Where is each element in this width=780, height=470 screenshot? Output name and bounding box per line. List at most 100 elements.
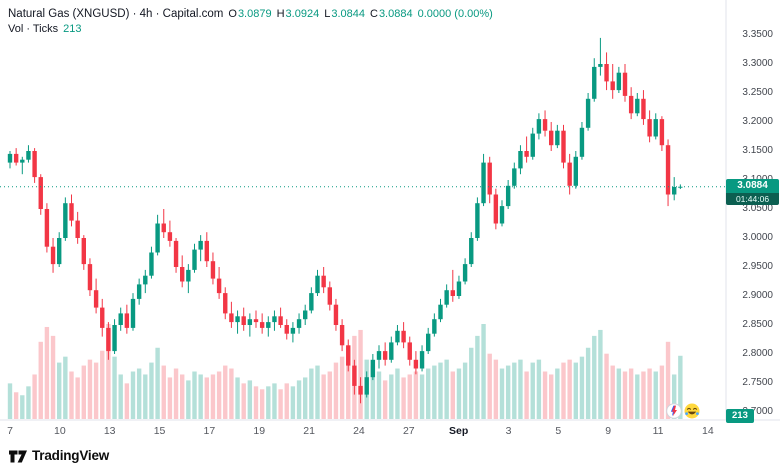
candle-body xyxy=(610,81,615,91)
volume-bar xyxy=(462,362,468,419)
volume-bar xyxy=(7,383,13,420)
time-axis[interactable]: 7 10 13 15 17 19 21 24 27 Sep 3 5 9 11 14 xyxy=(0,420,780,438)
volume-bar xyxy=(524,371,529,419)
candle-body xyxy=(364,377,369,395)
candle-body xyxy=(573,156,578,186)
candle-body xyxy=(376,351,382,360)
time-axis-label: 5 xyxy=(555,425,562,437)
candle-body xyxy=(198,240,203,250)
volume-bar xyxy=(678,355,683,419)
price-axis-label: 3.1500 xyxy=(742,145,773,156)
candle-body xyxy=(93,290,99,308)
chart-legend: Natural Gas (XNGUSD) · 4h · Capital.com … xyxy=(8,6,493,36)
volume-bar xyxy=(505,365,511,419)
ohlc-open: O 3.0879 xyxy=(228,7,272,20)
volume-bar xyxy=(87,359,93,420)
candle-body xyxy=(475,203,480,238)
volume-bar xyxy=(118,374,123,419)
current-price-value: 3.0884 xyxy=(726,179,779,193)
tradingview-logo-icon xyxy=(9,450,27,463)
volume-bar xyxy=(407,374,412,419)
symbol-title[interactable]: Natural Gas (XNGUSD) · 4h · Capital.com xyxy=(8,7,224,20)
volume-bar xyxy=(487,353,492,419)
volume-bar xyxy=(155,347,160,419)
volume-bar xyxy=(610,365,615,419)
candle-body xyxy=(173,240,179,267)
volume-bar xyxy=(63,356,68,419)
candle-body xyxy=(130,298,136,328)
candle-body xyxy=(481,162,486,204)
candle-body xyxy=(266,322,271,328)
volume-bar xyxy=(100,350,105,419)
volume-bar xyxy=(327,371,332,419)
candle-body xyxy=(561,130,566,163)
candle-body xyxy=(370,359,376,378)
candle-body xyxy=(63,203,68,238)
volume-bar xyxy=(555,368,560,419)
price-axis-label: 3.2000 xyxy=(742,116,773,127)
candle-body xyxy=(118,313,123,325)
candle-body xyxy=(622,72,628,96)
price-axis-label: 3.0000 xyxy=(742,232,773,243)
candle-body xyxy=(87,264,93,291)
ohlc-close: C 3.0884 xyxy=(369,7,413,20)
volume-bar xyxy=(598,329,603,419)
time-axis-label: 3 xyxy=(505,425,512,437)
time-axis-label: 13 xyxy=(103,425,116,437)
price-axis-label: 3.0500 xyxy=(742,203,773,214)
candle-body xyxy=(635,98,640,114)
candle-body xyxy=(180,267,185,282)
volume-bar xyxy=(284,383,289,420)
candle-body xyxy=(259,322,265,328)
volume-bar xyxy=(44,326,50,419)
volume-bar xyxy=(296,380,302,419)
volume-bar xyxy=(567,359,572,420)
candle-body xyxy=(32,151,37,178)
candle-body xyxy=(395,330,400,343)
volume-bar xyxy=(370,365,376,419)
volume-bar xyxy=(167,377,173,419)
tradingview-wordmark: TradingView xyxy=(32,448,110,463)
lightning-reaction-icon[interactable] xyxy=(666,403,682,419)
laughing-emoji-icon[interactable] xyxy=(684,403,700,419)
candle-body xyxy=(512,168,517,186)
time-axis-label: 21 xyxy=(303,425,315,437)
volume-bar xyxy=(376,371,382,419)
candle-body xyxy=(389,342,394,360)
volume-bar xyxy=(542,371,548,419)
candle-body xyxy=(665,145,671,195)
tradingview-attribution[interactable]: TradingView xyxy=(9,448,109,463)
candle-body xyxy=(20,159,25,163)
candle-body xyxy=(567,162,572,186)
candle-body xyxy=(579,127,585,157)
candle-body xyxy=(493,194,499,224)
time-axis-label: 15 xyxy=(153,425,166,437)
volume-bar xyxy=(456,368,462,419)
volume-bar xyxy=(647,368,652,419)
ohlc-low: L 3.0844 xyxy=(324,7,365,20)
candle-body xyxy=(346,345,351,366)
candle-body xyxy=(438,304,443,320)
volume-bar xyxy=(672,374,677,419)
candle-body xyxy=(13,153,19,163)
volume-bar xyxy=(149,362,154,419)
volume-bar xyxy=(192,371,197,419)
volume-bar xyxy=(235,377,240,419)
volume-bar xyxy=(635,374,640,419)
volume-bar xyxy=(389,374,394,419)
volume-bar xyxy=(266,386,271,419)
volume-bar xyxy=(444,359,449,420)
price-axis[interactable]: 3.35003.30003.25003.20003.15003.10003.05… xyxy=(726,0,780,420)
candle-body xyxy=(530,133,535,157)
volume-bar xyxy=(339,356,345,419)
candle-body xyxy=(407,342,412,360)
volume-bar xyxy=(499,368,505,419)
volume-bar xyxy=(622,371,628,419)
volume-indicator-label[interactable]: Vol · Ticks xyxy=(8,22,59,35)
candle-body xyxy=(505,185,511,207)
candle-body xyxy=(38,177,43,209)
candle-body xyxy=(26,151,31,160)
price-axis-label: 2.8000 xyxy=(742,348,773,359)
